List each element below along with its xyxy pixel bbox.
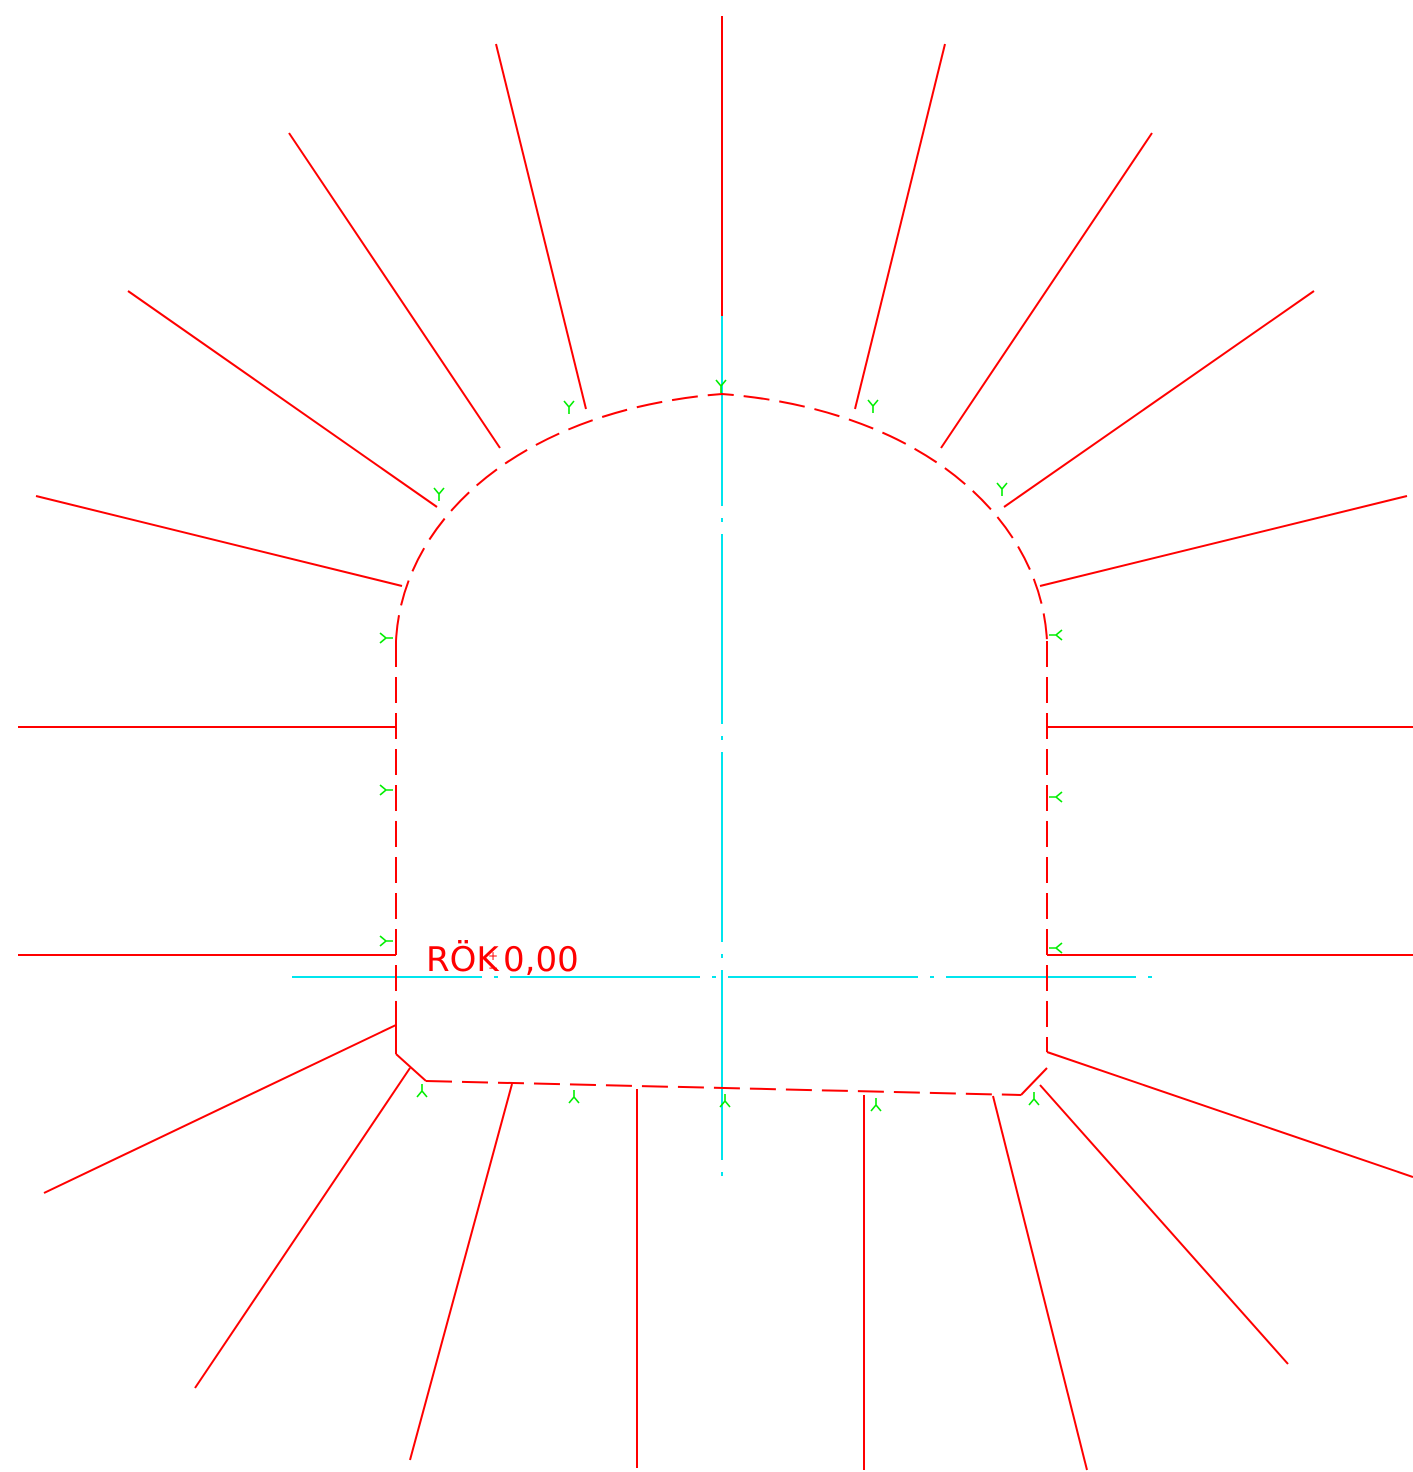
bolt-marker-crown-left-1: [563, 400, 575, 414]
rock-bolt-invert-corner-right: [1039, 1084, 1289, 1365]
profile-crown-arch: [395, 392, 1048, 642]
center-axes: [292, 316, 1152, 1180]
bolt-marker-crown: [715, 379, 727, 393]
rock-bolt-invert-corner-left: [194, 1067, 411, 1389]
rock-bolt-invert-left-1: [409, 1083, 513, 1461]
rock-bolts: [18, 16, 1413, 1471]
bolt-marker-wall-left-1: [379, 632, 393, 644]
profile-invert: [425, 1080, 1022, 1096]
bolt-marker-shoulder-right: [996, 482, 1008, 496]
elevation-value: 0,00: [503, 940, 579, 980]
elevation-symbol-bottom: −: [488, 961, 498, 975]
rock-bolt-foot-left: [43, 1024, 397, 1194]
elevation-label: RÖK + − 0,00: [426, 939, 579, 980]
bolt-marker-wall-right-2: [1049, 791, 1063, 803]
bolt-marker-wall-left-2: [379, 784, 393, 796]
excavation-profile: [395, 392, 1048, 1096]
rock-bolt-shoulder-right: [1003, 290, 1315, 508]
rock-bolt-crown-right-2: [940, 132, 1153, 449]
bolt-marker-invert-1: [416, 1084, 428, 1098]
rock-bolt-invert-right-1: [992, 1095, 1088, 1471]
rock-bolt-upper-wall-left: [35, 495, 403, 587]
bolt-marker-invert-3: [719, 1094, 731, 1108]
elevation-prefix: RÖK: [426, 939, 500, 980]
bolt-marker-invert-5: [1028, 1092, 1040, 1106]
bolt-marker-wall-left-3: [379, 935, 393, 947]
elevation-symbol-top: +: [488, 949, 498, 963]
rock-bolt-crown-left-2: [288, 132, 501, 449]
bolt-marker-invert-4: [870, 1098, 882, 1112]
rock-bolt-shoulder-left: [127, 290, 438, 508]
bolt-marker-shoulder-left: [433, 487, 445, 501]
bolt-marker-wall-right-1: [1049, 629, 1063, 641]
profile-left-chamfer: [395, 1053, 427, 1082]
rock-bolt-crown-right-1: [854, 43, 946, 410]
bolt-marker-crown-right-1: [867, 399, 879, 413]
bolt-marker-wall-right-3: [1049, 942, 1063, 954]
rock-bolt-upper-wall-right: [1039, 495, 1408, 587]
profile-right-chamfer: [1020, 1067, 1048, 1096]
bolt-marker-invert-2: [568, 1090, 580, 1104]
rock-bolt-foot-right: [1046, 1051, 1413, 1178]
rock-bolt-crown-left-1: [495, 43, 587, 410]
bolt-markers: [379, 379, 1063, 1112]
